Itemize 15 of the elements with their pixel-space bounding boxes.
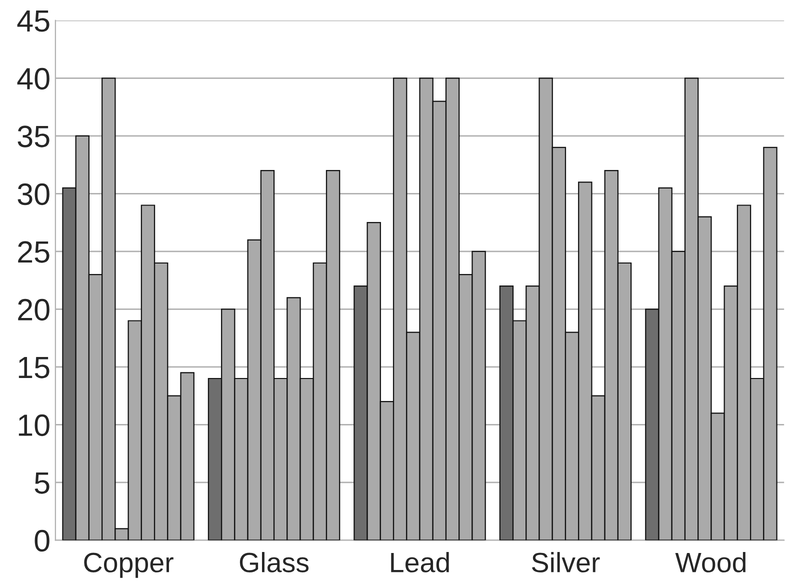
y-tick-label: 0 (34, 530, 50, 552)
y-tick-label: 35 (18, 126, 50, 148)
x-tick-label: Silver (532, 552, 600, 572)
x-tick-label: Wood (675, 552, 746, 572)
y-tick-label: 25 (18, 241, 50, 263)
y-tick-label: 5 (34, 472, 50, 494)
x-tick-label: Lead (391, 552, 449, 572)
y-tick-label: 15 (18, 356, 50, 378)
x-tick-label: Glass (240, 552, 309, 572)
y-tick-label: 40 (17, 68, 50, 90)
y-tick-label: 30 (18, 183, 50, 206)
y-tick-label: 10 (18, 414, 50, 436)
y-tick-label: 20 (18, 298, 50, 321)
y-tick-label: 45 (17, 10, 50, 32)
x-tick-label: Copper (84, 552, 174, 578)
